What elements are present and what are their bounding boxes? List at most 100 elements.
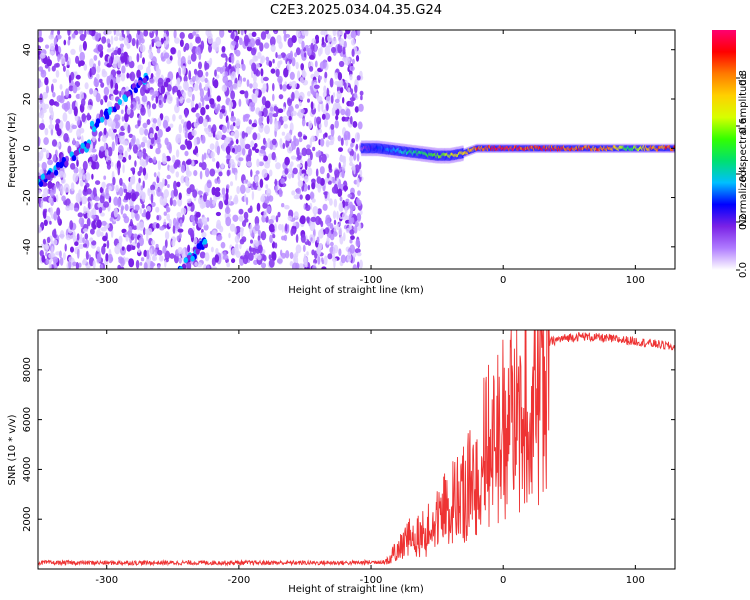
noise-speckle — [67, 30, 71, 36]
diagonal-trace-point — [89, 120, 95, 127]
noise-speckle — [351, 138, 356, 144]
noise-speckle — [164, 93, 168, 100]
noise-speckle — [112, 176, 116, 186]
noise-speckle — [190, 99, 195, 110]
noise-speckle — [50, 128, 54, 136]
noise-speckle — [244, 30, 247, 35]
noise-speckle — [70, 246, 74, 253]
noise-speckle — [117, 47, 122, 56]
noise-speckle — [249, 38, 256, 48]
noise-speckle — [39, 250, 44, 257]
noise-speckle — [326, 172, 330, 179]
noise-speckle — [134, 204, 140, 211]
noise-speckle — [118, 145, 124, 154]
diagonal-trace-point — [99, 116, 105, 123]
noise-speckle — [151, 123, 157, 129]
noise-speckle — [284, 156, 290, 166]
noise-speckle — [105, 253, 109, 262]
noise-speckle — [193, 68, 198, 75]
noise-speckle — [277, 211, 281, 218]
chart-title: C2E3.2025.034.04.35.G24 — [270, 3, 442, 18]
noise-speckle — [286, 60, 290, 71]
noise-speckle — [96, 229, 101, 238]
noise-speckle — [87, 201, 91, 210]
noise-speckle — [289, 50, 293, 60]
noise-speckle — [140, 141, 146, 148]
noise-speckle — [302, 244, 306, 252]
noise-speckle — [334, 169, 340, 178]
noise-speckle — [209, 203, 214, 209]
noise-speckle — [250, 169, 253, 178]
noise-speckle — [198, 115, 204, 125]
noise-speckle — [154, 132, 158, 141]
noise-speckle — [241, 130, 246, 139]
noise-speckle — [87, 104, 93, 111]
noise-speckle — [322, 91, 327, 98]
noise-speckle — [155, 125, 160, 132]
noise-speckle — [221, 84, 228, 92]
noise-speckle — [349, 155, 353, 163]
noise-speckle — [250, 104, 255, 112]
noise-speckle — [49, 207, 53, 216]
noise-speckle — [294, 52, 298, 58]
noise-speckle — [38, 78, 42, 89]
noise-speckle — [135, 182, 141, 193]
diagonal-trace-point — [202, 238, 208, 245]
diagonal-trace-point — [74, 149, 80, 156]
diagonal-trace-point — [55, 161, 61, 168]
noise-speckle — [254, 55, 257, 61]
noise-speckle — [40, 243, 45, 248]
noise-speckle — [164, 250, 171, 260]
diagonal-trace-point — [53, 169, 59, 176]
noise-speckle — [286, 109, 292, 117]
noise-speckle — [317, 247, 321, 257]
noise-speckle — [132, 225, 138, 230]
noise-speckle — [111, 141, 115, 152]
noise-speckle — [179, 32, 185, 39]
noise-speckle — [176, 89, 181, 97]
noise-speckle — [194, 122, 198, 129]
noise-speckle — [272, 113, 278, 118]
noise-speckle — [43, 188, 49, 196]
noise-speckle — [306, 144, 311, 149]
noise-speckle — [106, 38, 111, 45]
noise-speckle — [351, 38, 356, 46]
noise-speckle — [108, 57, 112, 66]
noise-speckle — [336, 90, 342, 100]
noise-speckle — [310, 237, 313, 242]
noise-speckle — [68, 256, 74, 262]
noise-speckle — [225, 154, 232, 160]
noise-speckle — [113, 128, 117, 133]
noise-speckle — [245, 126, 252, 135]
noise-speckle — [78, 44, 83, 53]
noise-speckle — [205, 104, 210, 110]
noise-speckle — [138, 177, 141, 184]
noise-speckle — [165, 77, 171, 83]
noise-speckle — [126, 244, 132, 252]
noise-speckle — [324, 118, 328, 128]
noise-speckle — [218, 171, 223, 177]
noise-speckle — [326, 141, 329, 147]
diagonal-trace-point — [117, 99, 123, 105]
noise-speckle — [52, 154, 57, 163]
noise-speckle — [301, 147, 308, 157]
noise-speckle — [137, 248, 141, 253]
noise-speckle — [235, 243, 239, 249]
noise-speckle — [305, 194, 311, 201]
noise-speckle — [104, 95, 108, 103]
noise-speckle — [233, 197, 239, 205]
noise-speckle — [206, 188, 210, 193]
noise-speckle — [345, 215, 350, 220]
noise-speckle — [118, 235, 123, 245]
noise-speckle — [70, 162, 76, 170]
noise-speckle — [204, 83, 208, 92]
noise-speckle — [173, 180, 177, 191]
noise-speckle — [143, 249, 148, 257]
noise-speckle — [173, 30, 177, 39]
noise-speckle — [44, 77, 49, 86]
noise-speckle — [123, 37, 129, 46]
noise-speckle — [345, 30, 351, 35]
noise-speckle — [341, 169, 345, 179]
noise-speckle — [329, 222, 334, 229]
noise-speckle — [90, 228, 95, 235]
